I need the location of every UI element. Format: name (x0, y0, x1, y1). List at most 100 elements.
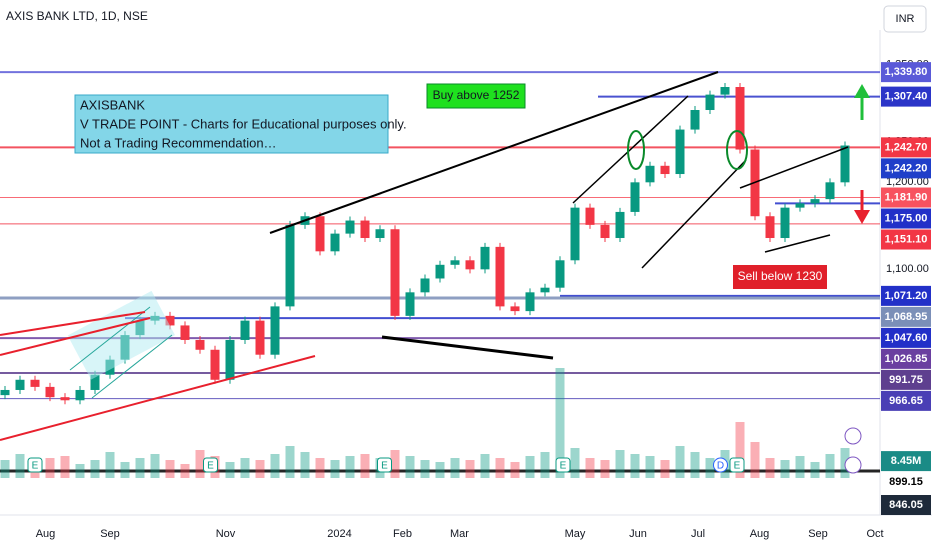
candle (645, 165, 655, 183)
volume-bar (525, 456, 535, 478)
price-tag-label: 899.15 (889, 476, 923, 488)
trend-line (269, 71, 719, 234)
x-tick-label: Jun (629, 528, 647, 540)
volume-bar (360, 454, 370, 478)
candle (630, 182, 640, 212)
x-tick-label: 2024 (327, 528, 351, 540)
volume-bar (465, 460, 475, 478)
candle (30, 379, 40, 387)
volume-bar (780, 460, 790, 478)
volume-bar (450, 458, 460, 478)
candle (270, 306, 280, 355)
price-tag-label: 8.45M (891, 455, 922, 467)
volume-bar (705, 458, 715, 478)
event-marker (555, 457, 571, 473)
price-tag-label: 1,307.40 (885, 91, 928, 103)
volume-bar (120, 462, 130, 478)
currency[interactable]: INR (896, 13, 915, 25)
candle (585, 207, 595, 225)
volume-bar (345, 456, 355, 478)
candle (360, 220, 370, 239)
price-tag (881, 86, 931, 107)
candle (570, 207, 580, 261)
note-box (74, 94, 389, 154)
event-marker (729, 457, 745, 473)
x-tick-label: Feb (393, 528, 412, 540)
candle (240, 320, 250, 340)
trend-line (739, 146, 849, 189)
candle (765, 216, 775, 239)
volume-bar (540, 452, 550, 478)
candle (600, 224, 610, 239)
event-label: E (381, 461, 388, 472)
plus-icon[interactable] (844, 427, 862, 445)
candle (330, 233, 340, 252)
sell-box (733, 265, 827, 289)
buy-box (426, 83, 526, 109)
price-tag (881, 451, 931, 472)
volume-bar (615, 450, 625, 478)
flash-icon[interactable] (844, 456, 862, 474)
volume-bar (285, 446, 295, 478)
price-tag-label: 966.65 (889, 395, 923, 407)
price-tag (881, 327, 931, 348)
event-marker (27, 457, 43, 473)
channel-line (69, 306, 151, 371)
candle (690, 110, 700, 130)
price-tag-label: 1,181.90 (885, 191, 928, 203)
volume-bar (495, 458, 505, 478)
candle (555, 260, 565, 288)
volume-bar (660, 460, 670, 478)
price-tag (881, 285, 931, 306)
price-tag (881, 187, 931, 208)
event-marker (203, 457, 218, 473)
volume-bar (315, 458, 325, 478)
price-tag-label: 1,175.00 (885, 212, 928, 224)
x-tick-label: Aug (750, 528, 770, 540)
candle (525, 292, 535, 312)
candle (375, 229, 385, 239)
volume-bar (435, 462, 445, 478)
event-label: E (734, 461, 741, 472)
volume-bar (420, 460, 430, 478)
candle (390, 229, 400, 316)
trend-line (0, 355, 316, 441)
volume-bar (105, 452, 115, 478)
x-tick-label: Jul (691, 528, 705, 540)
candle (495, 246, 505, 307)
price-tag-label: 1,339.80 (885, 66, 928, 78)
candle (15, 379, 25, 390)
drawings (0, 71, 870, 474)
candle (60, 397, 70, 401)
candle (180, 325, 190, 340)
price-tag (881, 495, 931, 515)
volume-bar (270, 454, 280, 478)
candle (285, 224, 295, 307)
candle (510, 306, 520, 312)
volume-bar (690, 452, 700, 478)
volume-bar (225, 462, 235, 478)
circle-marker (726, 130, 748, 170)
currency-button[interactable] (883, 5, 927, 33)
volume-bar (600, 460, 610, 478)
trend-line (641, 159, 747, 269)
price-tag-label: 1,071.20 (885, 290, 928, 302)
event-label: E (207, 461, 214, 472)
volume-bar (0, 460, 10, 478)
price-tag-label: 1,242.70 (885, 141, 928, 153)
up-arrow-head (854, 84, 870, 98)
x-tick-label: Aug (36, 528, 56, 540)
candle (735, 87, 745, 150)
price-tag-label: 1,151.10 (885, 233, 928, 245)
candle (660, 165, 670, 175)
volume-bar (150, 454, 160, 478)
price-tag (881, 348, 931, 369)
x-tick-label: Sep (100, 528, 120, 540)
candle (840, 145, 850, 183)
channel-line (91, 334, 173, 399)
trend-line (0, 317, 151, 356)
event-label: E (560, 461, 567, 472)
volume-bar (825, 454, 835, 478)
candle (540, 287, 550, 293)
